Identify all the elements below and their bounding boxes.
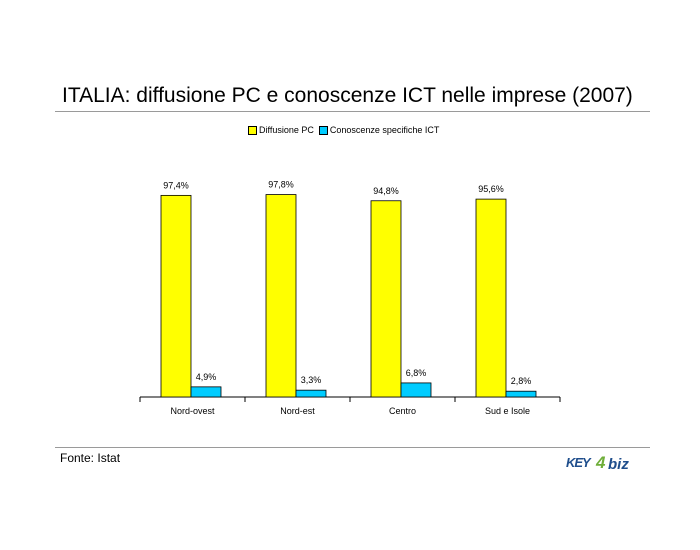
bar-diffusione-pc-centro [370, 200, 402, 398]
bar-diffusione-pc-sud-e-isole [475, 198, 507, 398]
legend-label-conoscenze-ict: Conoscenze specifiche ICT [329, 125, 440, 135]
page-title: ITALIA: diffusione PC e conoscenze ICT n… [62, 84, 633, 107]
legend-label-diffusione-pc: Diffusione PC [259, 125, 314, 135]
bar-conoscenze-specifiche-ict-sud-e-isole [505, 390, 537, 398]
x-tick-label-sud-e-isole: Sud e Isole [485, 406, 530, 416]
legend-swatch-conoscenze-ict [318, 125, 328, 135]
data-label-conoscenze-specifiche-ict-sud-e-isole: 2,8% [511, 376, 532, 386]
bar-conoscenze-specifiche-ict-nord-ovest [190, 386, 222, 398]
data-label-diffusione-pc-nord-ovest: 97,4% [163, 180, 189, 190]
data-label-conoscenze-specifiche-ict-centro: 6,8% [406, 368, 427, 378]
x-tick-label-nord-ovest: Nord-ovest [170, 406, 215, 416]
bar-diffusione-pc-nord-ovest [160, 194, 192, 398]
footer-divider [55, 447, 650, 448]
x-tick-label-nord-est: Nord-est [280, 406, 315, 416]
legend-item-conoscenze-ict: Conoscenze specifiche ICT [318, 125, 440, 135]
logo-text-key: KEY [566, 455, 591, 470]
data-label-conoscenze-specifiche-ict-nord-ovest: 4,9% [196, 372, 217, 382]
key4biz-logo: KEY 4 biz [566, 453, 638, 475]
bar-diffusione-pc-nord-est [265, 194, 297, 398]
data-label-diffusione-pc-sud-e-isole: 95,6% [478, 184, 504, 194]
logo-text-biz: biz [608, 456, 629, 473]
title-divider [55, 111, 650, 112]
bar-conoscenze-specifiche-ict-nord-est [295, 389, 327, 398]
data-label-conoscenze-specifiche-ict-nord-est: 3,3% [301, 375, 322, 385]
chart-legend: Diffusione PC Conoscenze specifiche ICT [248, 125, 444, 135]
legend-swatch-diffusione-pc [248, 125, 257, 135]
x-tick-label-centro: Centro [389, 406, 416, 416]
data-label-diffusione-pc-nord-est: 97,8% [268, 180, 294, 190]
legend-item-diffusione-pc: Diffusione PC [248, 125, 314, 135]
logo-text-digit: 4 [596, 453, 606, 472]
source-note: Fonte: Istat [60, 451, 121, 465]
bar-conoscenze-specifiche-ict-centro [400, 382, 432, 398]
data-label-diffusione-pc-centro: 94,8% [373, 186, 399, 196]
